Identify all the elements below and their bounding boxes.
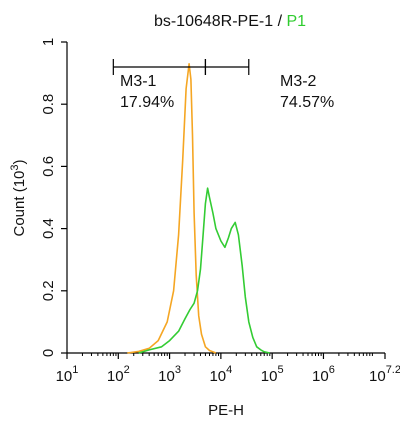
series-group: [127, 62, 270, 354]
marker-percent-2: 74.57%: [280, 94, 334, 111]
x-tick-exp: 1: [72, 364, 78, 376]
y-tick-label: 0.6: [40, 156, 57, 177]
y-tick-label: 0: [40, 349, 57, 357]
x-tick-label: 101: [56, 364, 79, 385]
x-tick-base: 10: [312, 368, 329, 385]
chart-title-separator: /: [273, 13, 286, 30]
marker-percent-1: 17.94%: [120, 94, 174, 111]
x-tick-exp: 6: [329, 364, 335, 376]
y-tick-label: 0.8: [40, 94, 57, 115]
chart-title-gate: P1: [286, 13, 306, 30]
x-tick-exp: 7.2: [386, 364, 400, 376]
x-tick-base: 10: [56, 368, 73, 385]
y-axis-title: Count (103): [9, 160, 28, 237]
marker-name-1: M3-1: [120, 73, 157, 90]
x-tick-base: 10: [158, 368, 175, 385]
marker-name-2: M3-2: [280, 73, 317, 90]
x-tick-label: 107.2: [369, 364, 400, 385]
x-tick-base: 10: [209, 368, 226, 385]
x-tick-label: 103: [158, 364, 181, 385]
y-tick-label: 1: [40, 38, 57, 46]
y-ticks: 0 0.2 0.4 0.6 0.8 1: [40, 38, 67, 357]
x-ticks: 101 102 103 104 105 106 107.2: [56, 353, 400, 385]
x-axis-title: PE-H: [208, 402, 244, 419]
marker-group: M3-1 17.94% M3-2 74.57%: [112, 59, 334, 111]
x-tick-label: 102: [107, 364, 130, 385]
x-tick-exp: 4: [226, 364, 232, 376]
series-line-2: [138, 187, 270, 354]
series-line-1: [127, 62, 217, 354]
y-axis-title-exp: 3: [9, 165, 21, 171]
y-axis-title-close: ): [11, 160, 28, 165]
x-tick-exp: 5: [277, 364, 283, 376]
y-axis-title-main: Count (10: [11, 171, 28, 237]
x-tick-base: 10: [107, 368, 124, 385]
chart-title: bs-10648R-PE-1 / P1: [154, 13, 306, 30]
x-tick-label: 104: [209, 364, 232, 385]
x-tick-label: 106: [312, 364, 335, 385]
x-tick-base: 10: [261, 368, 278, 385]
y-tick-label: 0.4: [40, 218, 57, 239]
y-tick-label: 0.2: [40, 280, 57, 301]
x-tick-label: 105: [261, 364, 284, 385]
x-tick-exp: 3: [175, 364, 181, 376]
x-tick-base: 10: [369, 368, 386, 385]
chart-title-sample: bs-10648R-PE-1: [154, 13, 273, 30]
x-tick-exp: 2: [124, 364, 130, 376]
